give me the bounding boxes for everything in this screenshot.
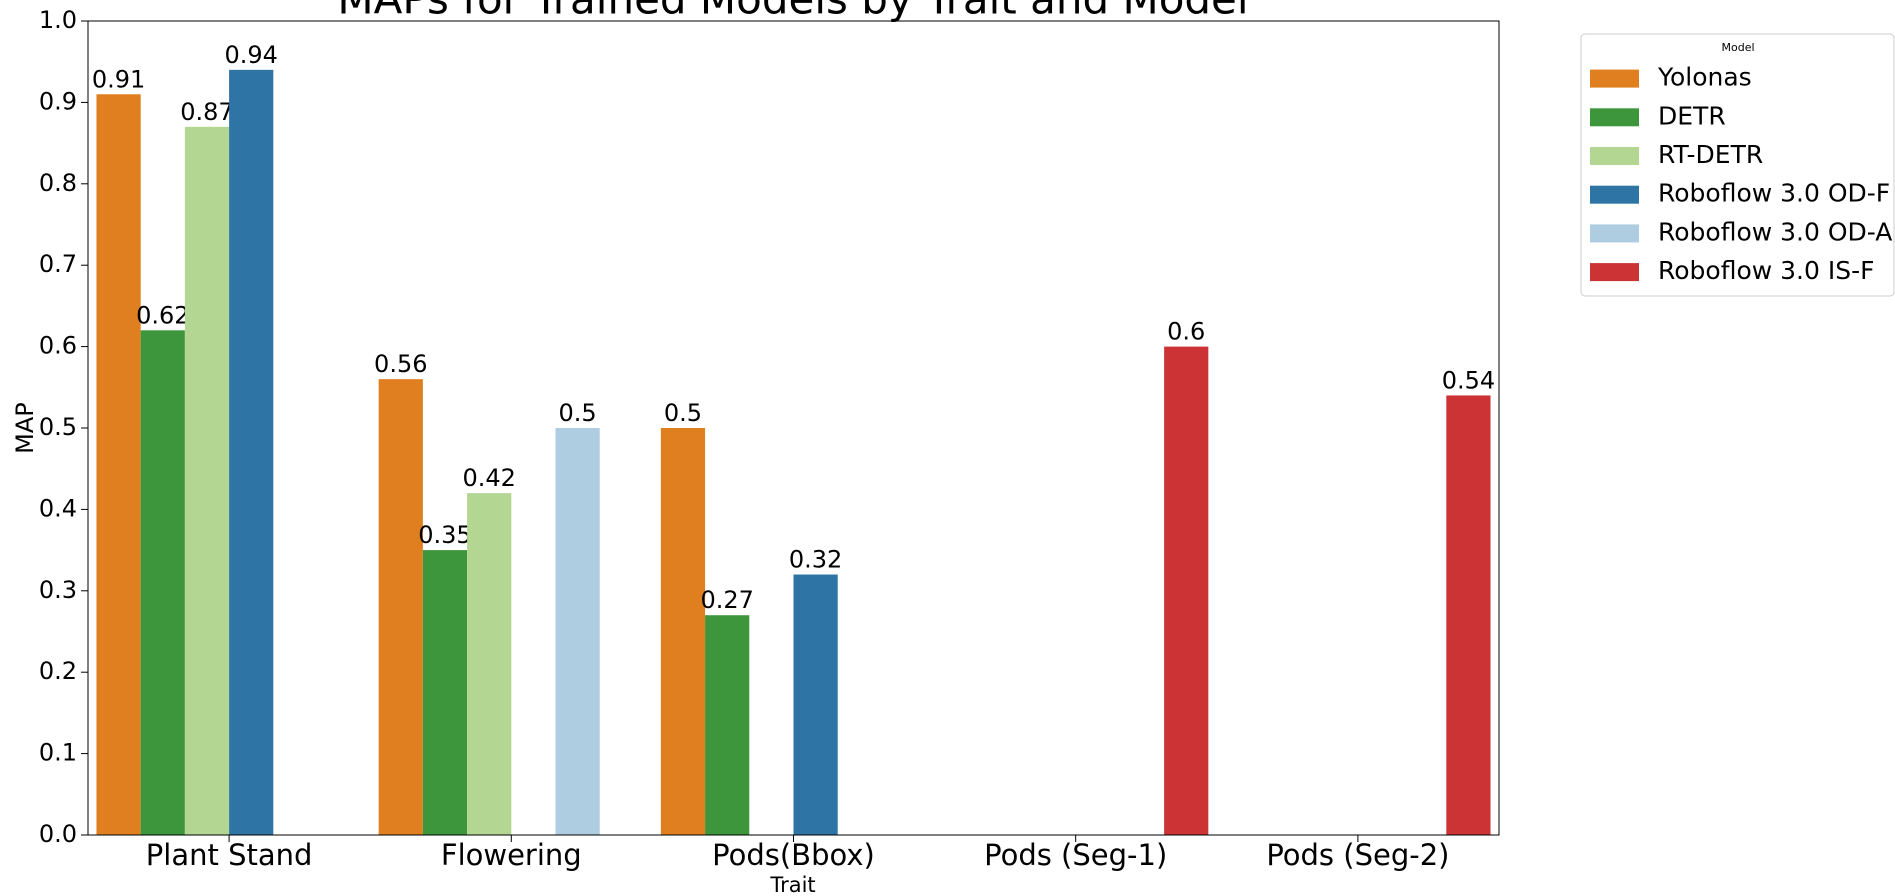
legend-label: Roboflow 3.0 IS-F xyxy=(1658,256,1875,285)
value-label: 0.32 xyxy=(789,546,842,574)
y-tick-label: 0.6 xyxy=(39,332,77,360)
legend-label: Roboflow 3.0 OD-F xyxy=(1658,179,1890,208)
value-label: 0.5 xyxy=(559,399,597,427)
x-tick-label: Pods (Seg-2) xyxy=(1266,838,1449,872)
legend-swatch xyxy=(1590,69,1639,88)
bar xyxy=(660,428,706,835)
x-tick-label: Plant Stand xyxy=(146,838,313,872)
bar xyxy=(793,574,838,835)
x-tick-label: Pods (Seg-1) xyxy=(984,838,1167,872)
value-label: 0.94 xyxy=(224,41,277,69)
y-tick-label: 0.3 xyxy=(39,576,77,604)
value-label: 0.5 xyxy=(664,399,702,427)
bar xyxy=(1446,395,1491,835)
value-label: 0.54 xyxy=(1442,366,1495,394)
bar xyxy=(378,379,423,835)
legend-swatch xyxy=(1590,224,1639,243)
x-tick-label: Pods(Bbox) xyxy=(712,838,875,872)
legend-label: Yolonas xyxy=(1657,63,1752,92)
bar xyxy=(555,428,600,835)
y-axis-label: MAP xyxy=(11,402,39,454)
legend-swatch xyxy=(1590,263,1639,282)
y-tick-label: 0.7 xyxy=(39,250,77,278)
value-label: 0.62 xyxy=(136,301,189,329)
value-label: 0.56 xyxy=(374,350,427,378)
legend-swatch xyxy=(1590,147,1639,165)
value-label: 0.87 xyxy=(180,98,233,126)
bar xyxy=(422,550,468,835)
legend-box xyxy=(1580,33,1895,297)
chart-title: MAPs for Trained Models by Trait and Mod… xyxy=(337,0,1248,24)
legend-title: Model xyxy=(1721,41,1754,54)
y-tick-label: 0.9 xyxy=(39,87,77,115)
value-label: 0.35 xyxy=(418,521,471,549)
x-axis-label: Trait xyxy=(769,873,815,896)
y-tick-label: 0.2 xyxy=(39,657,77,685)
y-tick-label: 0.8 xyxy=(39,169,77,197)
legend-label: RT-DETR xyxy=(1658,140,1763,169)
y-tick-label: 0.5 xyxy=(39,413,77,441)
value-label: 0.42 xyxy=(462,464,515,492)
bar xyxy=(467,493,512,835)
bar xyxy=(705,615,750,835)
bar xyxy=(96,94,141,835)
y-tick-label: 0.1 xyxy=(39,739,77,767)
y-tick-label: 1.0 xyxy=(39,6,77,34)
bar xyxy=(1164,346,1209,835)
y-tick-label: 0.4 xyxy=(39,494,77,522)
legend-swatch xyxy=(1590,185,1639,204)
plot-frame xyxy=(87,20,1500,836)
bar xyxy=(229,69,274,836)
value-label: 0.91 xyxy=(92,65,145,93)
bar xyxy=(140,330,185,835)
value-label: 0.6 xyxy=(1167,318,1205,346)
bar xyxy=(184,126,230,835)
legend-label: Roboflow 3.0 OD-A xyxy=(1658,217,1892,246)
x-tick-label: Flowering xyxy=(441,838,582,872)
value-label: 0.27 xyxy=(700,586,753,614)
legend-swatch xyxy=(1590,108,1639,127)
y-tick-label: 0.0 xyxy=(39,820,77,848)
legend-label: DETR xyxy=(1658,101,1726,130)
